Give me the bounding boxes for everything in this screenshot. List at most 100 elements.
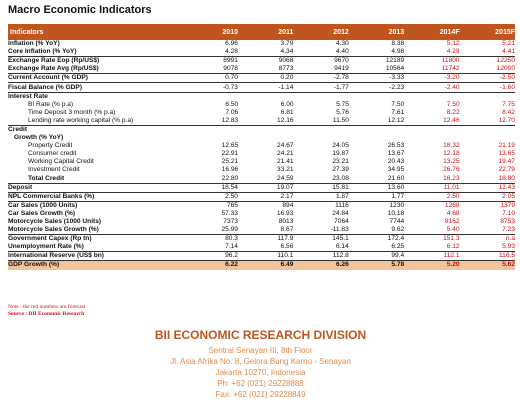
value-cell: 12.65: [183, 142, 238, 150]
table-row: Inflation (% YoY) 6.96 3.79 4.30 8.38 5.12 5.2…: [8, 40, 515, 48]
forecast-value-cell: 12000: [460, 65, 515, 73]
value-cell: 16.93: [238, 210, 293, 218]
forecast-value-cell: 12.46: [404, 117, 459, 125]
forecast-value-cell: 12.18: [404, 150, 459, 158]
value-cell: 21.60: [349, 175, 404, 183]
forecast-value-cell: 11742: [404, 65, 459, 73]
table-row: International Reserve (US$ bn) 96.2 110.1 1…: [8, 251, 515, 260]
value-cell: 7064: [293, 218, 348, 226]
value-cell: 15.81: [293, 184, 348, 192]
value-cell: 25.99: [183, 226, 238, 234]
value-cell: 24.59: [238, 175, 293, 183]
value-cell: -1.77: [293, 84, 348, 92]
forecast-value-cell: -2.40: [404, 84, 459, 92]
forecast-value-cell: 112.1: [404, 252, 459, 260]
forecast-value-cell: 4.41: [460, 48, 515, 56]
row-label: Property Credit: [8, 142, 183, 150]
value-cell: 7744: [349, 218, 404, 226]
value-cell: 10564: [349, 65, 404, 73]
footer-address-line: Sentral Senayan III, 8th Floor: [0, 345, 521, 356]
header-year: 2013: [349, 29, 404, 36]
value-cell: 112.8: [293, 252, 348, 260]
value-cell: 9670: [293, 57, 348, 65]
table-row: Car Sales Growth (%) 57.33 16.93 24.84 10.18…: [8, 210, 515, 218]
value-cell: 1.87: [293, 193, 348, 201]
forecast-value-cell: 16.23: [404, 175, 459, 183]
value-cell: 13.60: [349, 184, 404, 192]
value-cell: 1116: [293, 202, 348, 210]
forecast-value-cell: 22.79: [460, 166, 515, 174]
forecast-value-cell: 13.25: [404, 158, 459, 166]
value-cell: 6.50: [183, 101, 238, 109]
value-cell: -0.73: [183, 84, 238, 92]
value-cell: 1.77: [349, 193, 404, 201]
forecast-value-cell: 8162: [404, 218, 459, 226]
value-cell: 8013: [238, 218, 293, 226]
value-cell: 12.12: [349, 117, 404, 125]
value-cell: 2.17: [238, 193, 293, 201]
forecast-value-cell: 7.10: [460, 210, 515, 218]
value-cell: 0.20: [238, 74, 293, 82]
header-year: 2015F: [460, 29, 515, 36]
forecast-value-cell: 18.80: [460, 175, 515, 183]
value-cell: 7373: [183, 218, 238, 226]
value-cell: 23.21: [294, 158, 349, 166]
value-cell: 34.95: [349, 166, 404, 174]
value-cell: 7.50: [349, 101, 404, 109]
table-row: Consumer credit 22.91 24.21 19.87 13.67 12.18…: [8, 150, 515, 158]
value-cell: 27.39: [294, 166, 349, 174]
forecast-value-cell: 12.70: [460, 117, 515, 125]
value-cell: 8.67: [238, 226, 293, 234]
footer-phone: Ph: +62 (021) 29228888: [0, 378, 521, 389]
value-cell: 12189: [349, 57, 404, 65]
forecast-value-cell: 7.75: [460, 101, 515, 109]
value-cell: 894: [238, 202, 293, 210]
row-label: Motorcycle Sales (1000 Units): [8, 218, 183, 226]
value-cell: 9068: [238, 57, 293, 65]
row-label: Investment Credit: [8, 166, 183, 174]
table-body: Inflation (% YoY) 6.96 3.79 4.30 8.38 5.12 5.2…: [8, 40, 515, 270]
value-cell: 16.96: [183, 166, 238, 174]
forecast-value-cell: 12.43: [460, 184, 515, 192]
value-cell: 6.96: [183, 40, 238, 48]
forecast-value-cell: -1.60: [460, 84, 515, 92]
value-cell: 6.25: [349, 243, 404, 251]
forecast-value-cell: 2.50: [404, 193, 459, 201]
forecast-value-cell: 8753: [460, 218, 515, 226]
table-row: BI Rate (% p.a) 6.50 6.00 5.75 7.50 7.50 7.75: [8, 101, 515, 109]
forecast-value-cell: 151.3: [404, 235, 459, 243]
value-cell: 19.07: [238, 184, 293, 192]
footer: BII ECONOMIC RESEARCH DIVISION Sentral S…: [0, 328, 521, 400]
value-cell: 6.56: [238, 243, 293, 251]
value-cell: 117.9: [238, 235, 293, 243]
forecast-value-cell: 7.23: [460, 226, 515, 234]
table-row: Fiscal Balance (% GDP) -0.73 -1.14 -1.77 -2.…: [8, 82, 515, 91]
forecast-note: Note : the red numbers are forecast: [8, 304, 85, 311]
value-cell: 80.3: [183, 235, 238, 243]
page-title: Macro Economic Indicators: [8, 4, 152, 16]
table-row: Government Capex (Rp tn) 80.3 117.9 145.1 17…: [8, 234, 515, 243]
row-label: Credit: [8, 126, 183, 134]
row-label: GDP Growth (%): [8, 261, 183, 269]
table-row: Exchange Rate Eop (Rp/US$) 8991 9068 9670 12…: [8, 56, 515, 65]
header-label: Indicators: [8, 29, 183, 36]
row-label: Interest Rate: [8, 93, 183, 101]
row-label: Core Inflation (% YoY): [8, 48, 183, 56]
header-year: 2012: [293, 29, 348, 36]
value-cell: 2.50: [183, 193, 238, 201]
forecast-value-cell: 116.5: [460, 252, 515, 260]
value-cell: 3.79: [238, 40, 293, 48]
forecast-value-cell: 5.21: [460, 40, 515, 48]
forecast-value-cell: 11800: [404, 57, 459, 65]
forecast-value-cell: 7.50: [404, 101, 459, 109]
forecast-value-cell: -2.50: [460, 74, 515, 82]
value-cell: 765: [183, 202, 238, 210]
table-row: Motorcycle Sales Growth (%) 25.99 8.67 -11.…: [8, 226, 515, 234]
table-row: Property Credit 12.65 24.67 24.05 26.53 18.32…: [8, 142, 515, 150]
value-cell: 12.83: [183, 117, 238, 125]
row-label: Car Sales (1000 Units): [8, 202, 183, 210]
row-label: Working Capital Credit: [8, 158, 183, 166]
value-cell: 5.75: [294, 101, 349, 109]
footer-org-name: BII ECONOMIC RESEARCH DIVISION: [0, 328, 521, 342]
table-row: Deposit 18.54 19.07 15.81 13.60 11.01 12.43: [8, 183, 515, 192]
